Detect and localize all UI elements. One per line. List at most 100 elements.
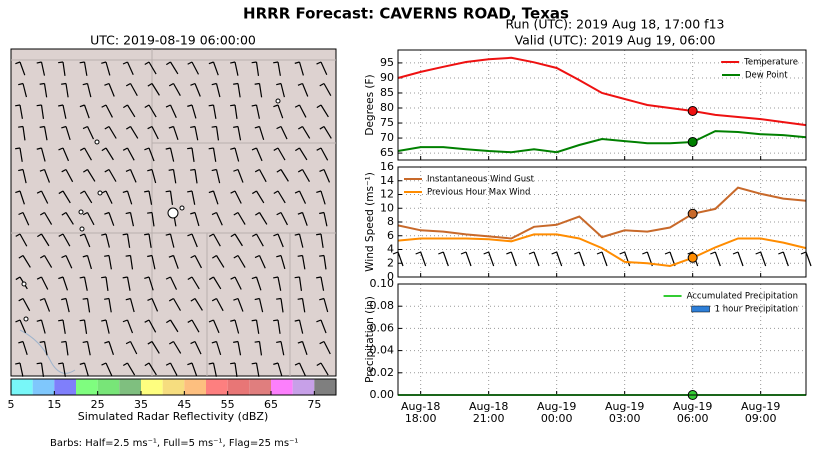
- wind-barb: [194, 212, 200, 227]
- wind-barb: [190, 82, 196, 86]
- wind-barb: [61, 254, 67, 259]
- wind-barb: [323, 298, 329, 313]
- x-tick-label: Aug-19 00:00: [537, 400, 576, 425]
- wind-barb: [208, 362, 214, 365]
- wind-barb: [277, 362, 283, 377]
- wind-barb: [212, 147, 217, 162]
- wind-barb: [82, 340, 88, 344]
- wind-barb: [254, 254, 260, 259]
- wind-barb: [147, 340, 153, 345]
- wind-barb: [104, 297, 110, 300]
- wind-barb: [65, 255, 73, 269]
- wind-barb: [18, 125, 24, 128]
- wind-barb: [40, 276, 49, 290]
- wind-barb: [151, 126, 159, 140]
- wind-barb: [101, 104, 107, 108]
- wind-barb: [105, 61, 111, 76]
- wind-barb: [578, 251, 585, 267]
- wind-barb: [294, 61, 300, 64]
- wind-barb: [61, 168, 67, 173]
- wind-barb: [169, 319, 179, 333]
- wind-barb: [43, 341, 48, 356]
- wind-barb: [62, 104, 67, 119]
- wind-barb: [61, 297, 67, 301]
- wind-barb: [123, 104, 128, 109]
- wind-barb: [710, 251, 716, 255]
- wind-barb: [62, 362, 66, 377]
- wind-barb: [234, 190, 242, 204]
- wind-barb: [233, 211, 239, 216]
- wind-barb: [255, 211, 260, 216]
- wind-barb: [65, 298, 70, 313]
- wind-barb: [277, 190, 286, 204]
- calm-marker: [23, 316, 29, 322]
- wind-barb: [39, 340, 45, 343]
- wind-barb: [83, 362, 89, 377]
- wind-barb: [258, 169, 267, 183]
- valid-time: Valid (UTC): 2019 Aug 19, 06:00: [515, 33, 716, 48]
- wind-barb: [215, 212, 223, 226]
- wind-barb: [62, 276, 69, 291]
- y-tick-label: 4: [387, 243, 394, 256]
- wind-barb: [255, 147, 263, 162]
- wind-barb: [316, 276, 322, 279]
- wind-barb: [298, 276, 303, 291]
- wind-barb: [172, 255, 179, 269]
- wind-barb: [301, 341, 308, 355]
- wind-barb: [209, 276, 214, 281]
- wind-barb: [191, 233, 198, 248]
- colorbar-label: Simulated Radar Reflectivity (dBZ): [78, 410, 269, 423]
- valid-time-marker: [687, 136, 698, 147]
- wind-barb: [211, 297, 217, 302]
- wind-barb: [254, 297, 260, 301]
- wind-barb: [125, 82, 131, 87]
- wind-barb: [169, 233, 175, 248]
- wind-barb: [273, 362, 279, 365]
- wind-barb: [108, 169, 117, 182]
- wind-barb: [323, 83, 332, 97]
- wind-barb: [172, 169, 177, 184]
- wind-barb: [320, 147, 329, 161]
- wind-barb: [298, 104, 307, 118]
- wind-barb: [255, 362, 260, 377]
- wind-barb: [191, 61, 200, 75]
- wind-barb: [62, 319, 66, 334]
- wind-barb: [129, 83, 138, 97]
- wind-barb: [737, 251, 744, 267]
- wind-barb: [215, 126, 220, 141]
- wind-barb: [126, 125, 131, 130]
- wind-barb: [19, 362, 24, 377]
- wind-barb: [126, 147, 135, 161]
- y-axis-label: Wind Speed (ms⁻¹): [364, 172, 376, 272]
- wind-barb: [65, 126, 71, 141]
- wind-barb: [319, 297, 325, 301]
- wind-barb: [79, 104, 85, 108]
- wind-barb: [212, 190, 219, 205]
- wind-barb: [86, 212, 95, 226]
- y-tick-label: 10: [380, 201, 394, 214]
- wind-barb: [301, 126, 311, 139]
- wind-barb: [148, 276, 154, 291]
- calm-marker: [94, 139, 100, 145]
- wind-barb: [596, 251, 603, 255]
- wind-barb: [234, 233, 243, 247]
- wind-barb: [58, 147, 64, 151]
- colorbar-swatch: [119, 379, 141, 395]
- wind-barb: [129, 212, 135, 227]
- wind-barb: [65, 169, 74, 183]
- wind-barb: [273, 61, 279, 64]
- y-tick-label: 12: [380, 188, 394, 201]
- wind-barb: [755, 251, 761, 255]
- wind-barb: [129, 126, 139, 139]
- wind-barb: [168, 168, 174, 171]
- legend-label: 1 hour Precipitation: [715, 305, 798, 315]
- wind-barb: [397, 251, 404, 267]
- y-tick-label: 0: [387, 270, 394, 283]
- colorbar-tick-label: 15: [47, 398, 61, 411]
- wind-barb: [295, 147, 300, 152]
- wind-barb: [43, 212, 53, 225]
- wind-barb: [258, 255, 266, 269]
- wind-barb: [36, 319, 42, 322]
- wind-barb: [22, 341, 28, 356]
